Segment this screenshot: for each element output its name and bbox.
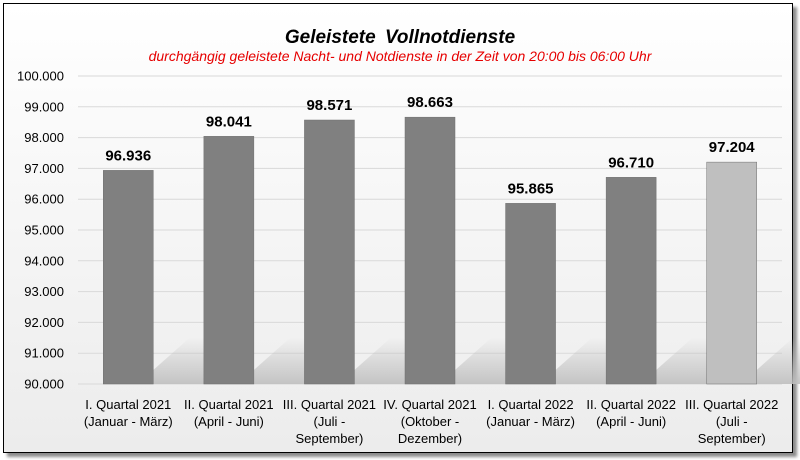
- data-label: 96.710: [608, 154, 654, 171]
- y-tick-label: 98.000: [24, 130, 64, 145]
- y-tick-label: 90.000: [24, 377, 64, 392]
- bar-floor-shadow: [555, 338, 608, 384]
- data-label: 98.041: [206, 113, 252, 130]
- data-label: 98.571: [306, 97, 352, 114]
- y-tick-label: 93.000: [24, 284, 64, 299]
- y-axis-ticks: 90.000 91.000 92.000 93.000 94.000 95.000 96.0…: [17, 69, 64, 392]
- x-category-label: IV. Quartal 2021 (Oktober -Dezember): [383, 397, 476, 446]
- y-tick-label: 91.000: [24, 346, 64, 361]
- data-label: 95.865: [508, 180, 554, 197]
- data-label: 98.663: [407, 94, 453, 111]
- data-labels: 96.936 98.041 98.571 98.663 95.865 96.710 97.2…: [105, 94, 755, 197]
- y-tick-label: 92.000: [24, 315, 64, 330]
- chart-title: Geleistete Vollnotdienste: [284, 27, 516, 48]
- chart-subtitle: durchgängig geleistete Nacht- und Notdie…: [148, 48, 652, 64]
- bar-floor-shadow: [756, 338, 800, 384]
- x-axis-categories: I. Quartal 2021 (Januar - März) II. Quarta…: [84, 397, 778, 446]
- bar: [505, 203, 556, 385]
- bar: [404, 116, 456, 385]
- data-label: 97.204: [709, 139, 756, 156]
- x-category-label: III. Quartal 2021 (Juli -September): [283, 397, 376, 446]
- floor-shadows: [153, 338, 800, 384]
- y-tick-label: 95.000: [24, 223, 64, 238]
- bar: [203, 136, 255, 385]
- x-category-label: I. Quartal 2022 (Januar - März): [486, 397, 575, 429]
- bar-floor-shadow: [455, 338, 507, 384]
- bar: [706, 161, 757, 385]
- x-category-label: II. Quartal 2022 (April - Juni): [586, 397, 676, 429]
- bar: [103, 170, 154, 385]
- y-tick-label: 100.000: [17, 69, 64, 84]
- bar-floor-shadow: [153, 338, 206, 384]
- y-tick-label: 97.000: [24, 161, 64, 176]
- y-tick-label: 94.000: [24, 253, 64, 268]
- x-category-label: II. Quartal 2021 (April - Juni): [184, 397, 274, 429]
- y-tick-label: 99.000: [24, 99, 64, 114]
- x-category-label: III. Quartal 2022 (Juli -September): [685, 397, 778, 446]
- bar-floor-shadow: [656, 338, 709, 384]
- bar: [605, 177, 657, 385]
- bars: [103, 116, 757, 385]
- bar: [304, 119, 355, 385]
- data-label: 96.936: [105, 147, 151, 164]
- bar-floor-shadow: [354, 338, 407, 384]
- x-category-label: I. Quartal 2021 (Januar - März): [84, 397, 173, 429]
- bar-floor-shadow: [253, 338, 306, 384]
- y-tick-label: 96.000: [24, 192, 64, 207]
